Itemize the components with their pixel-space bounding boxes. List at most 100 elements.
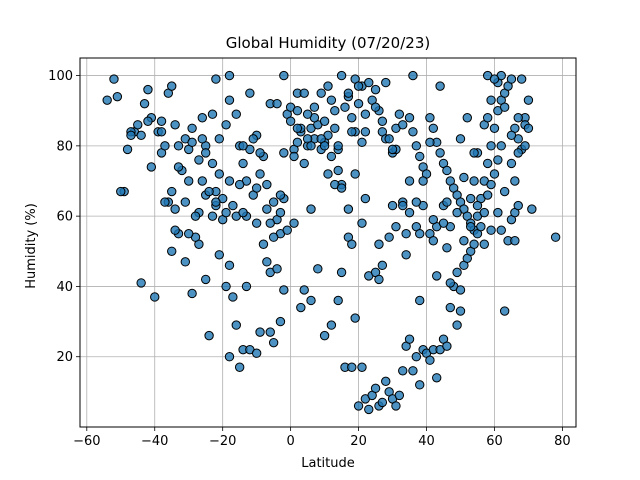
data-point: [170, 120, 180, 130]
data-point: [262, 179, 272, 190]
data-point: [347, 239, 357, 249]
data-point: [510, 236, 520, 246]
data-point: [513, 148, 523, 158]
data-point: [173, 141, 184, 151]
data-point: [398, 366, 408, 376]
data-point: [292, 137, 303, 148]
data-point: [180, 257, 191, 267]
data-point: [207, 158, 218, 169]
data-point: [499, 102, 510, 112]
data-point: [316, 88, 326, 98]
data-point: [415, 151, 425, 162]
data-point: [506, 158, 517, 169]
y-axis-label: Humidity (%): [24, 203, 39, 289]
y-tick-label: 100: [48, 69, 73, 84]
data-point: [214, 134, 224, 144]
data-point: [411, 197, 422, 207]
data-point: [513, 200, 523, 211]
data-point: [350, 169, 360, 179]
x-axis-label: Latitude: [301, 456, 355, 471]
data-point: [126, 130, 136, 141]
data-point: [401, 229, 411, 239]
data-point: [435, 81, 445, 91]
data-point: [415, 380, 425, 390]
x-tick-label: 40: [418, 434, 435, 449]
data-point: [523, 95, 534, 105]
data-point: [200, 148, 211, 158]
data-point: [231, 320, 241, 330]
data-point: [489, 74, 500, 84]
data-point: [197, 134, 208, 144]
data-point: [306, 141, 316, 151]
data-point: [197, 113, 208, 123]
data-point: [306, 295, 316, 306]
data-point: [299, 88, 309, 98]
y-tick-label: 40: [56, 280, 73, 295]
data-point: [146, 162, 157, 172]
data-point: [425, 355, 435, 365]
data-point: [211, 197, 221, 207]
data-point: [333, 141, 343, 151]
data-point: [167, 186, 177, 197]
data-point: [279, 148, 289, 158]
data-point: [289, 151, 299, 162]
data-point: [520, 141, 530, 151]
data-point: [445, 278, 456, 288]
data-point: [360, 127, 371, 137]
data-point: [482, 190, 493, 200]
x-tick-label: 0: [286, 434, 294, 449]
data-point: [357, 218, 367, 228]
data-point: [489, 123, 500, 133]
data-point: [550, 232, 561, 242]
data-point: [323, 81, 333, 91]
data-point: [184, 229, 194, 239]
data-point: [180, 197, 191, 207]
data-point: [330, 106, 340, 116]
data-point: [102, 95, 112, 105]
data-point: [221, 207, 231, 218]
data-point: [234, 362, 245, 372]
data-point: [292, 123, 303, 133]
data-point: [398, 120, 408, 130]
data-point: [224, 260, 235, 271]
data-point: [381, 376, 391, 387]
data-point: [262, 204, 272, 214]
axis-ticks: −60 −40 −20 0 20 40 60 80 20 40 60 80 100: [48, 69, 571, 449]
data-point: [452, 267, 462, 278]
data-point: [353, 81, 364, 91]
data-point: [404, 176, 415, 186]
data-point: [292, 106, 303, 116]
data-point: [404, 334, 415, 344]
data-point: [109, 74, 119, 84]
data-point: [336, 70, 347, 81]
data-point: [343, 88, 354, 98]
data-point: [207, 109, 218, 119]
data-point: [387, 144, 398, 155]
data-point: [432, 271, 442, 281]
data-point: [313, 264, 323, 274]
data-point: [404, 207, 415, 218]
data-point: [167, 81, 177, 91]
data-point: [187, 123, 197, 133]
data-point: [486, 225, 496, 235]
data-point: [374, 239, 384, 249]
data-point: [469, 148, 479, 158]
data-point: [255, 327, 265, 337]
data-point: [428, 236, 439, 246]
data-point: [527, 204, 537, 214]
data-point: [482, 113, 493, 123]
y-tick-label: 60: [56, 210, 73, 225]
data-point: [438, 218, 449, 228]
data-point: [136, 130, 146, 141]
data-point: [265, 218, 275, 228]
data-point: [398, 200, 408, 211]
data-point: [394, 109, 405, 119]
data-point: [262, 257, 272, 267]
data-point: [238, 158, 248, 169]
data-point: [150, 292, 160, 302]
x-tick-label: −20: [209, 434, 236, 449]
data-point: [442, 197, 452, 207]
data-point: [499, 306, 510, 316]
data-point: [374, 274, 384, 285]
data-point: [156, 127, 167, 137]
